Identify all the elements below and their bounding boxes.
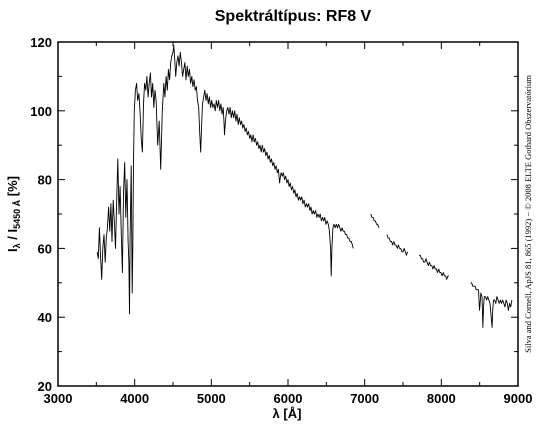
spectrum-segment-2 [370,213,380,228]
source-credit: Silva and Cornell, ApJS 81, 865 (1992) −… [523,75,533,353]
y-tick-label: 120 [30,35,52,50]
y-axis-label: Iλ / I5450 Å [%] [5,176,22,252]
spectrum-segment-5 [470,282,513,328]
y-axis: 20 40 60 80 100 120 [30,35,518,394]
x-tick-label: 7000 [350,391,379,406]
spectrum-segment-1 [96,44,354,315]
spectrum-series [96,44,513,328]
y-axis-label-mid: / I [5,229,20,243]
y-tick-label: 80 [38,173,52,188]
plot-frame [57,41,519,387]
y-tick-label: 20 [38,379,52,394]
plot-area [57,41,519,387]
spectrum-segment-3 [386,234,409,256]
y-axis-label-sub1: λ [12,243,22,248]
x-tick-label: 5000 [197,391,226,406]
x-tick-label: 9000 [504,391,533,406]
x-tick-label: 8000 [427,391,456,406]
y-axis-label-tail: [%] [5,176,20,200]
y-tick-label: 40 [38,310,52,325]
y-axis-label-intensity: I [5,248,20,252]
x-axis: 3000 4000 5000 6000 7000 8000 9000 [44,42,533,406]
y-tick-label: 60 [38,241,52,256]
y-axis-label-sub2: 5450 Å [12,199,22,229]
chart-title: Spektráltípus: RF8 V [215,8,372,25]
y-tick-label: 100 [30,104,52,119]
spectrum-segment-4 [419,254,449,280]
x-tick-label: 4000 [120,391,149,406]
x-tick-label: 3000 [44,391,73,406]
x-tick-label: 6000 [274,391,303,406]
x-axis-label: λ [Å] [273,406,302,421]
